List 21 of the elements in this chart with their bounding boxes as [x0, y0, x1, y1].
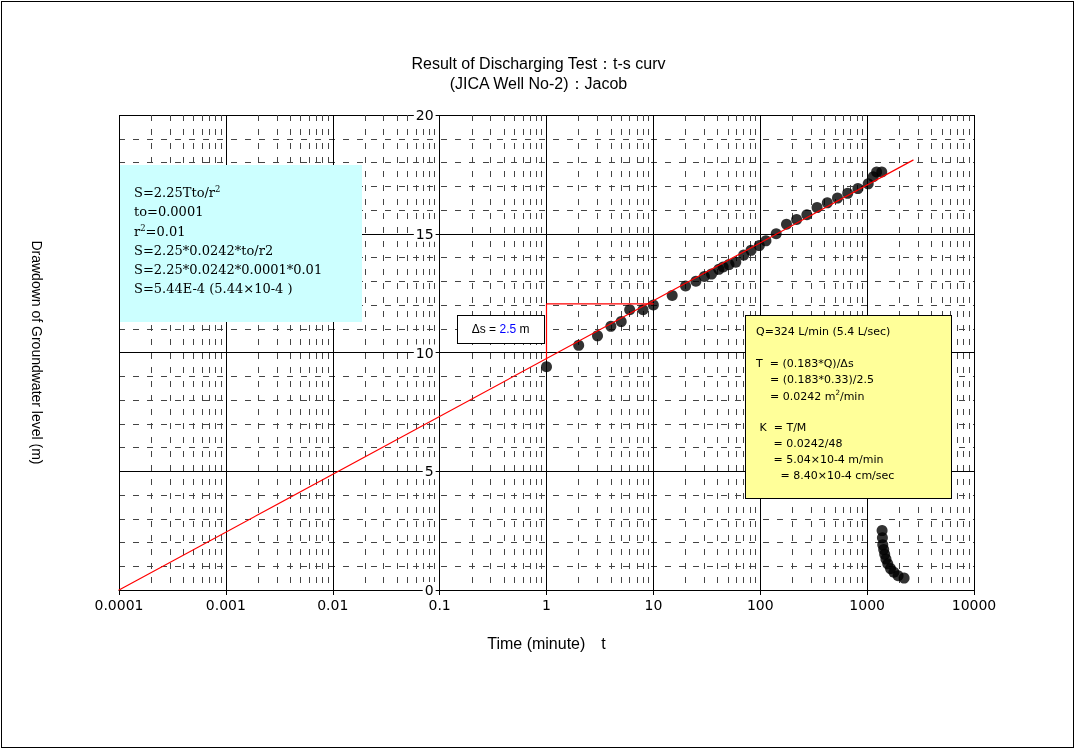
y-tick-label: 10: [415, 344, 434, 361]
x-tick-label: 0.01: [317, 597, 349, 613]
y-tick-label: 20: [415, 107, 434, 123]
x-tick-label: 0.1: [428, 597, 451, 613]
annotation: Δs = 2.5 m: [456, 314, 545, 345]
y-tick-label: 15: [415, 225, 434, 242]
x-tick-label: 1000: [849, 597, 885, 613]
x-tick-label: 0.0001: [94, 597, 144, 613]
y-tick-label: 5: [424, 463, 434, 480]
y-tick-label: 0: [424, 582, 434, 598]
formula-box: S=2.25Tto/r$^{2}$ to=0.0001 r$^{2}$=0.01 S=2.25*0.0242*to/r2 S=2.25*0.0242*0.0001*0.01 S=5.44E-4 (5.44×10-4 ): [120, 165, 362, 322]
x-tick-label: 10000: [951, 597, 997, 613]
chart-subtitle: (JICA Well No-2)：Jacob: [449, 74, 628, 92]
results-box: Q=324 L/min (5.4 L/sec) T = (0.183*Q)/Δs = (0.183*0.33)/2.5 = 0.0242 m$^{2}$/min K = T/M = 0.0242/48 = 5.04×10-4 m/min = 8.40×10-4 cm/sec: [745, 315, 952, 499]
y-axis-title: Drawdown of Groundwater level (m): [29, 240, 45, 465]
x-tick-label: 1: [542, 597, 551, 613]
x-tick-label: 0.001: [205, 597, 246, 613]
x-axis-title: Time (minute) t: [487, 634, 607, 652]
chart-title: Result of Discharging Test：t-s curv: [411, 54, 666, 72]
x-tick-label: 100: [746, 597, 774, 613]
x-tick-label: 10: [644, 597, 663, 613]
